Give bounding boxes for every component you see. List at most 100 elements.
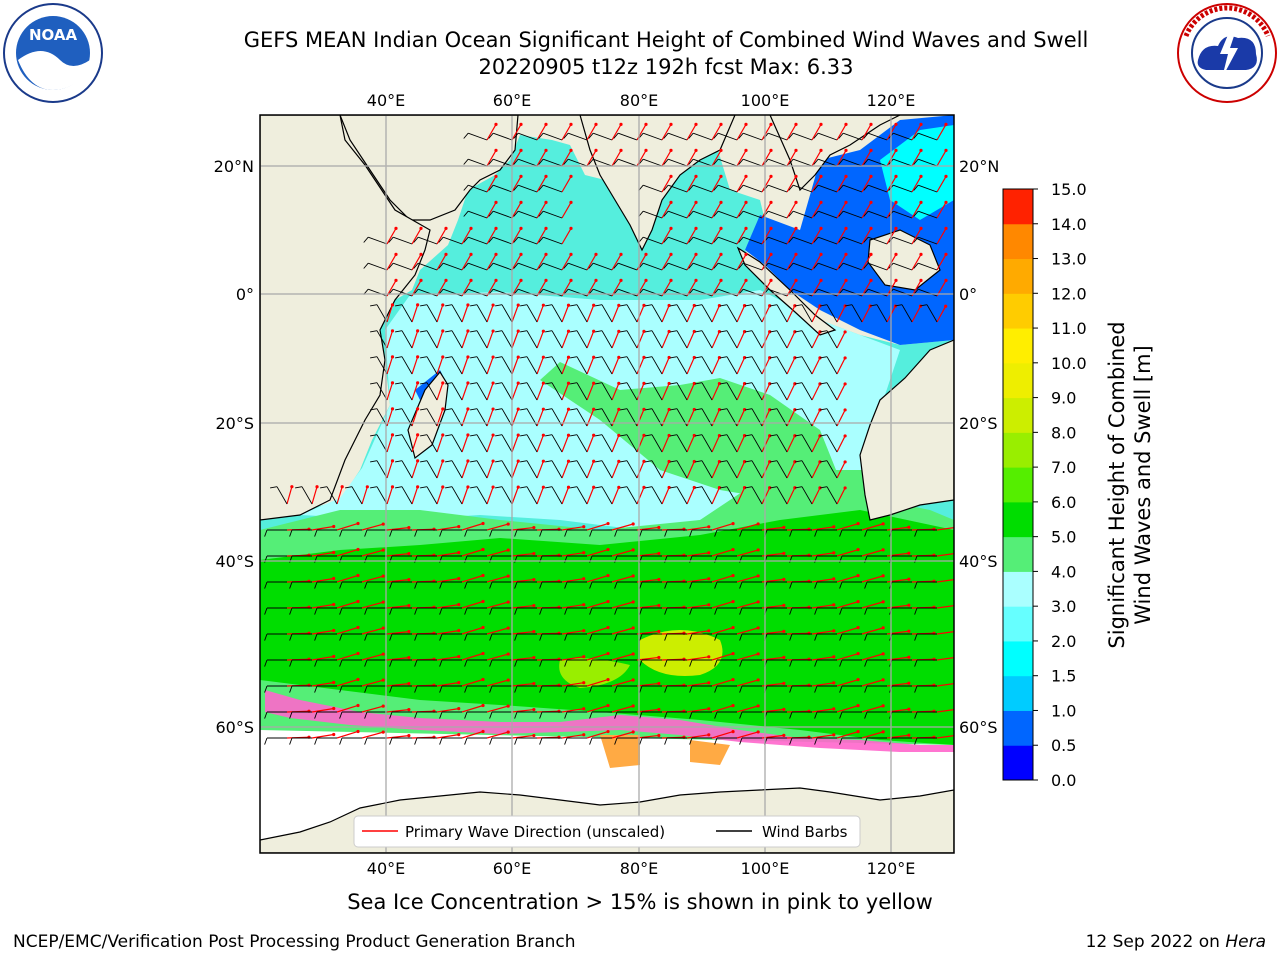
wave-arrow-head <box>416 381 419 384</box>
bottom-longitude-labels: 40°E 60°E 80°E 100°E 120°E <box>367 859 916 878</box>
wave-arrow-head <box>919 227 922 230</box>
wave-arrow-head <box>407 734 410 737</box>
wave-arrow-head <box>592 434 595 437</box>
wave-arrow-head <box>491 433 494 436</box>
wave-arrow-head <box>657 682 660 685</box>
wave-arrow-head <box>382 705 385 708</box>
wave-arrow-head <box>731 548 734 551</box>
wave-arrow-head <box>569 175 572 178</box>
wave-arrow-head <box>356 548 359 551</box>
wave-arrow-head <box>632 522 635 525</box>
wave-arrow-head <box>669 175 672 178</box>
wave-arrow-head <box>481 522 484 525</box>
wave-arrow-head <box>782 526 785 529</box>
colorbar-tick-label: 1.0 <box>1051 701 1076 720</box>
wave-arrow-head <box>882 652 885 655</box>
wave-arrow-head <box>832 525 835 528</box>
colorbar-tick-label: 15.0 <box>1051 180 1087 199</box>
wave-arrow-head <box>592 304 595 307</box>
wave-arrow-head <box>944 305 947 308</box>
wave-arrow-head <box>719 123 722 126</box>
wave-arrow-head <box>694 149 697 152</box>
wave-arrow-head <box>843 330 846 333</box>
wave-arrow-head <box>907 604 910 607</box>
wave-arrow-head <box>407 578 410 581</box>
wave-arrow-head <box>907 656 910 659</box>
wave-arrow-head <box>832 577 835 580</box>
wave-arrow-head <box>782 708 785 711</box>
wave-arrow-head <box>694 253 697 256</box>
wave-arrow-head <box>894 227 897 230</box>
wave-arrow-head <box>592 460 595 463</box>
wave-arrow-head <box>494 279 497 282</box>
wave-arrow-head <box>669 253 672 256</box>
wave-arrow-head <box>769 149 772 152</box>
wave-arrow-head <box>544 227 547 230</box>
wave-arrow-head <box>466 433 469 436</box>
wave-arrow-head <box>794 253 797 256</box>
wave-arrow-head <box>669 201 672 204</box>
wave-arrow-head <box>491 459 494 462</box>
wave-arrow-head <box>481 548 484 551</box>
wave-arrow-head <box>444 227 447 230</box>
wave-arrow-head <box>707 655 710 658</box>
wave-arrow-head <box>315 485 318 488</box>
wave-arrow-head <box>757 704 760 707</box>
wave-arrow-head <box>491 381 494 384</box>
colorbar-label-line1: Significant Height of Combined <box>1105 321 1129 648</box>
wave-arrow-head <box>332 577 335 580</box>
wave-arrow-head <box>617 382 620 385</box>
wave-arrow-head <box>466 407 469 410</box>
bottom-lon-label: 120°E <box>867 859 916 878</box>
wave-arrow-head <box>592 408 595 411</box>
wave-arrow-head <box>794 201 797 204</box>
wave-arrow-head <box>944 201 947 204</box>
wave-arrow-head <box>356 730 359 733</box>
wave-arrow-head <box>869 149 872 152</box>
wave-arrow-head <box>419 253 422 256</box>
footer-date-text: 12 Sep 2022 on <box>1086 932 1226 952</box>
wave-arrow-head <box>542 330 545 333</box>
wave-arrow-head <box>642 382 645 385</box>
wave-arrow-head <box>794 227 797 230</box>
colorbar-tick-label: 3.0 <box>1051 597 1076 616</box>
wave-arrow-head <box>466 485 469 488</box>
colorbar-bin <box>1003 571 1033 606</box>
wave-arrow-head <box>844 149 847 152</box>
wave-arrow-head <box>731 678 734 681</box>
wave-arrow-head <box>894 123 897 126</box>
wave-arrow-head <box>582 577 585 580</box>
wave-arrow-head <box>332 551 335 554</box>
wave-arrow-head <box>907 578 910 581</box>
top-lon-label: 120°E <box>867 91 916 110</box>
wave-arrow-head <box>919 149 922 152</box>
wave-arrow-head <box>517 460 520 463</box>
wave-arrow-head <box>481 600 484 603</box>
wave-arrow-head <box>794 149 797 152</box>
wave-arrow-head <box>382 679 385 682</box>
left-lat-label: 0° <box>236 285 254 304</box>
wave-arrow-head <box>466 459 469 462</box>
wave-arrow-head <box>731 522 734 525</box>
wave-arrow-head <box>532 708 535 711</box>
wave-arrow-head <box>606 730 609 733</box>
wave-arrow-head <box>391 381 394 384</box>
wave-arrow-head <box>532 682 535 685</box>
wave-arrow-head <box>957 655 960 658</box>
wave-arrow-head <box>757 574 760 577</box>
wave-arrow-head <box>657 552 660 555</box>
wave-arrow-head <box>819 253 822 256</box>
wave-arrow-head <box>582 551 585 554</box>
wave-arrow-head <box>619 279 622 282</box>
wave-arrow-head <box>907 630 910 633</box>
wave-arrow-head <box>290 485 293 488</box>
wave-arrow-head <box>731 600 734 603</box>
wave-arrow-head <box>517 304 520 307</box>
wave-arrow-head <box>657 604 660 607</box>
colorbar-tick-label: 7.0 <box>1051 458 1076 477</box>
wave-arrow-head <box>843 408 846 411</box>
wave-arrow-head <box>567 382 570 385</box>
wave-arrow-head <box>632 704 635 707</box>
wave-arrow-head <box>907 526 910 529</box>
colorbar-bin <box>1003 641 1033 676</box>
